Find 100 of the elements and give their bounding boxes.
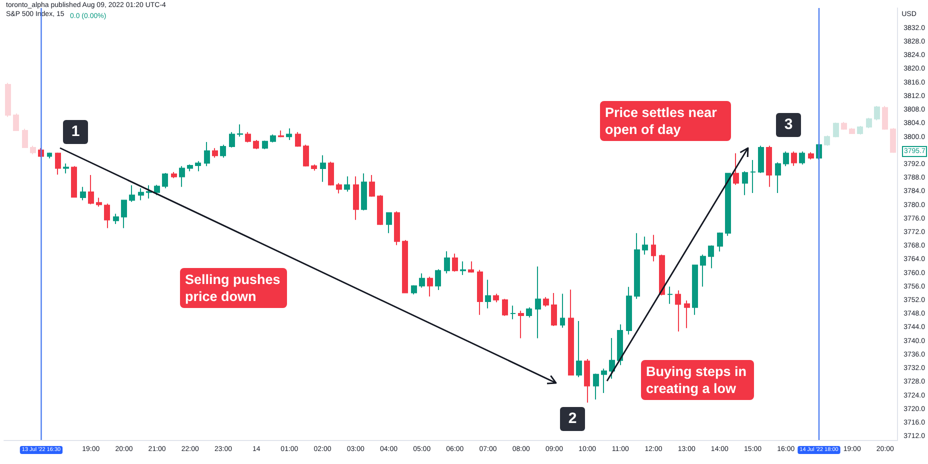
candlestick: [742, 170, 748, 196]
candlestick: [543, 296, 549, 308]
candlestick: [328, 161, 334, 186]
candlestick: [866, 117, 872, 129]
candlestick: [857, 126, 863, 136]
candlestick: [460, 260, 466, 276]
candlestick: [493, 293, 499, 303]
annotation: 2: [560, 407, 585, 431]
candlestick: [758, 145, 764, 174]
candlestick: [204, 142, 210, 167]
candlestick: [22, 128, 28, 148]
candlestick: [63, 162, 69, 174]
candlestick: [766, 145, 772, 188]
candlestick: [295, 132, 301, 148]
candlestick: [651, 234, 656, 262]
candlestick: [485, 279, 491, 309]
candlestick: [444, 250, 450, 274]
candlestick: [419, 272, 425, 288]
candlestick: [96, 197, 102, 208]
candlestick: [121, 200, 127, 229]
candlestick: [833, 122, 839, 138]
candlestick: [377, 194, 383, 226]
candlestick: [402, 239, 408, 294]
candlestick: [708, 244, 714, 269]
candlestick: [394, 210, 400, 246]
candlestick: [104, 203, 110, 229]
candlestick: [667, 286, 673, 304]
candlestick: [692, 264, 698, 316]
candlestick: [30, 145, 36, 155]
candlestick: [55, 152, 61, 176]
candlestick: [113, 213, 119, 224]
candlestick: [179, 166, 185, 188]
candlestick: [526, 306, 532, 318]
candlestick: [303, 144, 309, 168]
candlestick: [634, 232, 640, 300]
annotation: 1: [63, 120, 88, 144]
candlestick: [775, 162, 781, 194]
candlestick: [80, 186, 86, 201]
candlestick: [88, 174, 94, 205]
candlestick: [262, 140, 268, 150]
candlestick: [783, 151, 789, 167]
candlestick: [278, 130, 284, 138]
candlestick: [733, 152, 739, 186]
candlestick: [824, 135, 830, 146]
candlestick: [584, 358, 590, 404]
candlestick: [849, 128, 855, 134]
candlestick: [162, 172, 168, 189]
candlestick: [675, 290, 681, 332]
candlestick: [609, 337, 615, 380]
candlestick: [477, 269, 483, 316]
candlestick: [568, 289, 574, 376]
candlestick: [799, 151, 805, 165]
candlestick: [560, 293, 565, 328]
candlestick: [882, 105, 888, 130]
candlestick: [212, 148, 218, 158]
candlestick: [369, 174, 375, 198]
candlestick: [626, 286, 632, 336]
candlestick: [237, 124, 243, 138]
candlestick: [146, 184, 152, 199]
candlestick: [220, 144, 226, 158]
candlestick: [13, 112, 19, 131]
candlestick: [171, 171, 177, 179]
candlestick: [642, 236, 648, 256]
candlestick: [5, 82, 11, 118]
candlestick: [452, 253, 458, 272]
annotation: 3: [776, 113, 801, 137]
candlestick: [138, 188, 144, 201]
candlestick: [353, 176, 359, 220]
candlestick: [195, 160, 201, 172]
candlestick: [601, 368, 607, 394]
candlestick: [700, 254, 706, 288]
candlestick: [129, 184, 135, 202]
candlestick: [245, 132, 251, 143]
candlestick: [361, 172, 367, 211]
candlestick: [336, 182, 342, 194]
candlestick: [659, 254, 665, 296]
candlestick: [187, 164, 193, 172]
candlestick: [576, 320, 582, 378]
candlestick: [286, 128, 292, 140]
candlestick: [229, 132, 235, 148]
candlestick: [808, 152, 814, 160]
candlestick: [791, 151, 797, 166]
candlestick: [47, 152, 52, 159]
annotation: Buying steps in creating a low: [641, 360, 754, 400]
annotation: Selling pushes price down: [180, 268, 287, 308]
candlestick: [468, 260, 474, 274]
candlestick: [535, 266, 541, 339]
candlestick: [684, 300, 690, 329]
candlestick: [518, 310, 524, 339]
candlestick: [890, 128, 896, 154]
candlestick: [411, 284, 417, 295]
candlestick: [253, 139, 259, 150]
candlestick: [551, 292, 557, 327]
annotation: Price settles near open of day: [600, 101, 731, 141]
candlestick: [841, 121, 847, 130]
candlestick: [502, 298, 508, 316]
candlestick: [593, 373, 599, 400]
candlestick: [617, 324, 623, 366]
candlestick: [717, 232, 723, 252]
candlestick: [154, 184, 160, 196]
